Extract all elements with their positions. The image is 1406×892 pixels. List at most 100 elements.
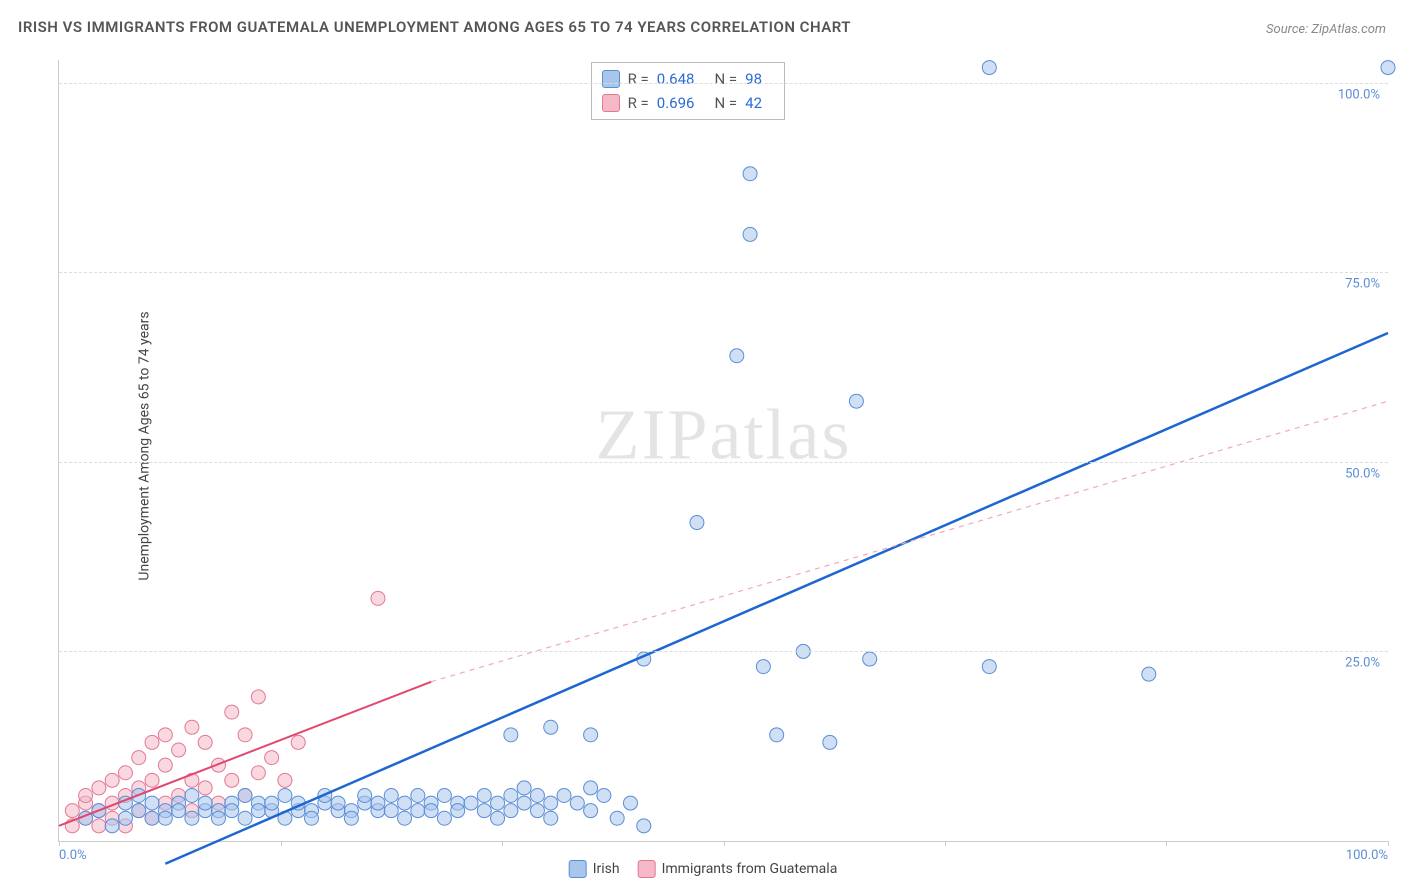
data-point xyxy=(690,516,704,530)
data-point xyxy=(584,804,598,818)
x-tick xyxy=(59,841,60,846)
x-tick xyxy=(1166,841,1167,846)
data-point xyxy=(517,781,531,795)
data-point xyxy=(251,690,265,704)
data-point xyxy=(371,591,385,605)
data-point xyxy=(743,167,757,181)
data-point xyxy=(743,227,757,241)
data-point xyxy=(225,804,239,818)
y-tick-label: 25.0% xyxy=(1345,656,1380,671)
data-point xyxy=(730,349,744,363)
source-credit: Source: ZipAtlas.com xyxy=(1266,22,1386,37)
swatch-icon xyxy=(569,860,587,878)
data-point xyxy=(79,789,93,803)
data-point xyxy=(172,743,186,757)
data-point xyxy=(597,789,611,803)
y-tick-label: 50.0% xyxy=(1345,466,1380,481)
data-point xyxy=(491,796,505,810)
data-point xyxy=(105,773,119,787)
data-point xyxy=(544,811,558,825)
data-point xyxy=(118,811,132,825)
data-point xyxy=(331,796,345,810)
scatter-svg xyxy=(59,60,1388,841)
data-point xyxy=(198,796,212,810)
data-point xyxy=(1142,667,1156,681)
gridline xyxy=(59,83,1388,84)
data-point xyxy=(238,728,252,742)
data-point xyxy=(185,811,199,825)
data-point xyxy=(305,811,319,825)
data-point xyxy=(145,735,159,749)
trend-line xyxy=(165,333,1388,864)
x-tick-label: 100.0% xyxy=(1346,848,1388,863)
data-point xyxy=(437,811,451,825)
data-point xyxy=(477,789,491,803)
legend-label: Immigrants from Guatemala xyxy=(662,861,838,877)
y-tick-label: 75.0% xyxy=(1345,277,1380,292)
data-point xyxy=(530,789,544,803)
data-point xyxy=(225,705,239,719)
data-point xyxy=(610,811,624,825)
series-legend: Irish Immigrants from Guatemala xyxy=(569,860,838,878)
data-point xyxy=(411,804,425,818)
x-tick xyxy=(502,841,503,846)
x-tick-label: 0.0% xyxy=(59,848,87,863)
legend-item-irish: Irish xyxy=(569,860,620,878)
data-point xyxy=(92,781,106,795)
data-point xyxy=(398,811,412,825)
data-point xyxy=(504,789,518,803)
data-point xyxy=(118,766,132,780)
data-point xyxy=(278,773,292,787)
data-point xyxy=(65,804,79,818)
correlation-chart: IRISH VS IMMIGRANTS FROM GUATEMALA UNEMP… xyxy=(0,0,1406,892)
data-point xyxy=(517,796,531,810)
data-point xyxy=(982,660,996,674)
data-point xyxy=(278,789,292,803)
legend-item-guatemala: Immigrants from Guatemala xyxy=(638,860,838,878)
data-point xyxy=(158,728,172,742)
data-point xyxy=(265,796,279,810)
swatch-icon xyxy=(638,860,656,878)
data-point xyxy=(158,811,172,825)
data-point xyxy=(863,652,877,666)
data-point xyxy=(530,804,544,818)
data-point xyxy=(451,804,465,818)
data-point xyxy=(637,819,651,833)
gridline xyxy=(59,651,1388,652)
data-point xyxy=(982,61,996,75)
data-point xyxy=(424,804,438,818)
data-point xyxy=(544,796,558,810)
data-point xyxy=(158,758,172,772)
x-tick xyxy=(1388,841,1389,846)
gridline xyxy=(59,462,1388,463)
data-point xyxy=(265,751,279,765)
data-point xyxy=(1381,61,1395,75)
data-point xyxy=(756,660,770,674)
data-point xyxy=(238,811,252,825)
legend-label: Irish xyxy=(593,861,620,877)
data-point xyxy=(132,804,146,818)
data-point xyxy=(172,804,186,818)
data-point xyxy=(584,781,598,795)
data-point xyxy=(823,735,837,749)
data-point xyxy=(211,811,225,825)
x-tick xyxy=(281,841,282,846)
data-point xyxy=(504,804,518,818)
data-point xyxy=(584,728,598,742)
data-point xyxy=(92,819,106,833)
data-point xyxy=(251,804,265,818)
data-point xyxy=(251,766,265,780)
data-point xyxy=(491,811,505,825)
data-point xyxy=(770,728,784,742)
data-point xyxy=(132,751,146,765)
data-point xyxy=(145,796,159,810)
data-point xyxy=(105,819,119,833)
data-point xyxy=(371,796,385,810)
data-point xyxy=(145,811,159,825)
data-point xyxy=(570,796,584,810)
plot-area: ZIPatlas R = 0.648 N = 98 R = 0.696 N = … xyxy=(58,60,1388,842)
y-tick-label: 100.0% xyxy=(1338,87,1380,102)
data-point xyxy=(344,811,358,825)
data-point xyxy=(198,781,212,795)
data-point xyxy=(398,796,412,810)
